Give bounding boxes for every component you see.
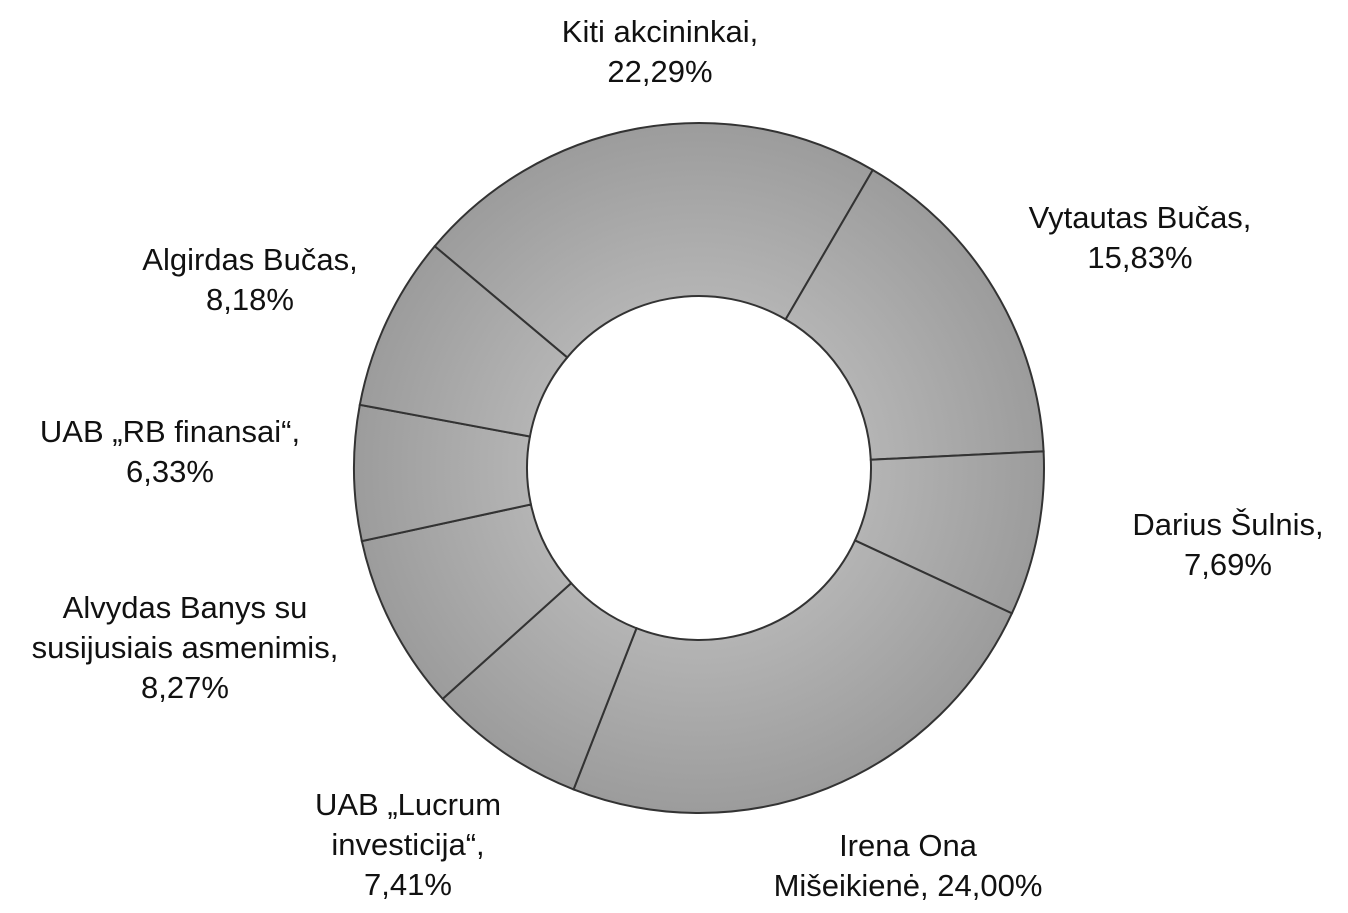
slice: [358, 244, 569, 438]
slice: [572, 539, 1014, 814]
value-label: 22,29%: [607, 54, 713, 89]
slice-label: Kiti akcininkai, 22,29%: [450, 12, 870, 92]
category-label: Algirdas Bučas,: [142, 242, 358, 277]
slice-label: Algirdas Bučas, 8,18%: [40, 240, 460, 320]
value-label: 8,27%: [141, 670, 229, 705]
slice: [433, 122, 875, 359]
slice: [784, 168, 1045, 461]
slice-label: Irena Ona Mišeikienė, 24,00%: [698, 826, 1118, 906]
value-label: 7,41%: [364, 867, 452, 902]
category-label: Alvydas Banys su susijusiais asmenimis,: [31, 590, 339, 665]
category-label: Irena Ona Mišeikienė,: [773, 828, 977, 903]
value-label: 7,69%: [1184, 547, 1272, 582]
slice-label: Alvydas Banys su susijusiais asmenimis, 8…: [0, 588, 395, 708]
slice-label: Vytautas Bučas, 15,83%: [930, 198, 1348, 278]
category-label: UAB „RB finansai“,: [39, 414, 301, 449]
category-label: UAB „Lucrum investicija“,: [314, 787, 502, 862]
slice-label: UAB „RB finansai“, 6,33%: [0, 412, 380, 492]
slice-label: Darius Šulnis, 7,69%: [1018, 505, 1348, 585]
value-label: 6,33%: [126, 454, 214, 489]
category-label: Darius Šulnis,: [1132, 507, 1324, 542]
category-label: Kiti akcininkai,: [561, 14, 759, 49]
category-label: Vytautas Bučas,: [1028, 200, 1252, 235]
value-label: 15,83%: [1087, 240, 1193, 275]
value-label: 8,18%: [206, 282, 294, 317]
value-label: 24,00%: [937, 868, 1043, 903]
slice-label: UAB „Lucrum investicija“, 7,41%: [198, 785, 618, 905]
